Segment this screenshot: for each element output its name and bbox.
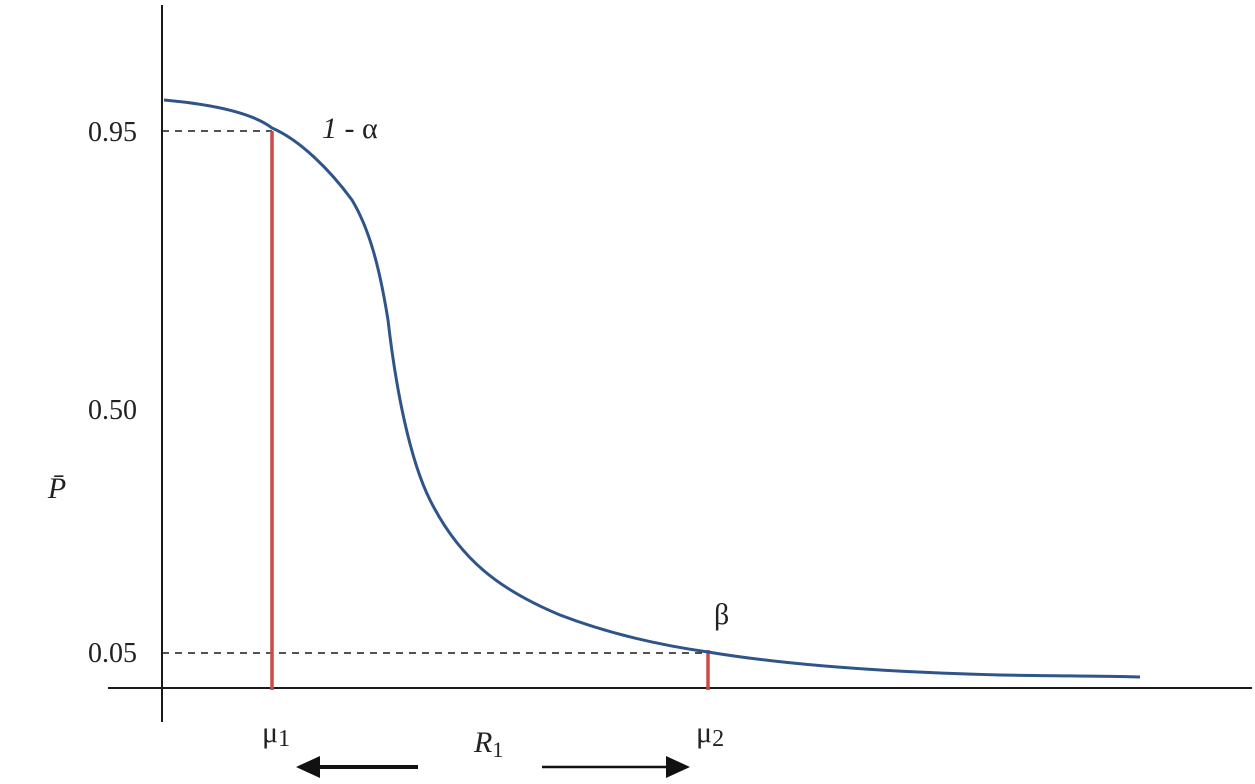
mu1-subscript: 1 [278,726,290,752]
one-minus-alpha-label: 1 - α [322,112,378,145]
y-tick-label-095: 0.95 [88,117,137,148]
r1-subscript: 1 [492,737,503,762]
beta-label: β [714,598,729,631]
r1-label: R1 [473,726,503,762]
mu2-symbol: μ [696,716,712,749]
y-axis-label: P̄ [47,472,66,505]
mu1-label: μ1 [262,716,290,752]
mu2-label: μ2 [696,716,724,752]
mu2-subscript: 2 [712,726,724,752]
mu1-symbol: μ [262,716,278,749]
y-tick-label-050: 0.50 [88,395,137,426]
r1-symbol: R [473,726,492,759]
y-tick-label-005: 0.05 [88,638,137,669]
one-minus-alpha-rest: - α [337,112,378,145]
left-arrow [296,756,418,778]
one-minus-alpha-one: 1 [322,112,337,145]
power-curve [163,98,1141,679]
right-arrow [542,756,690,778]
